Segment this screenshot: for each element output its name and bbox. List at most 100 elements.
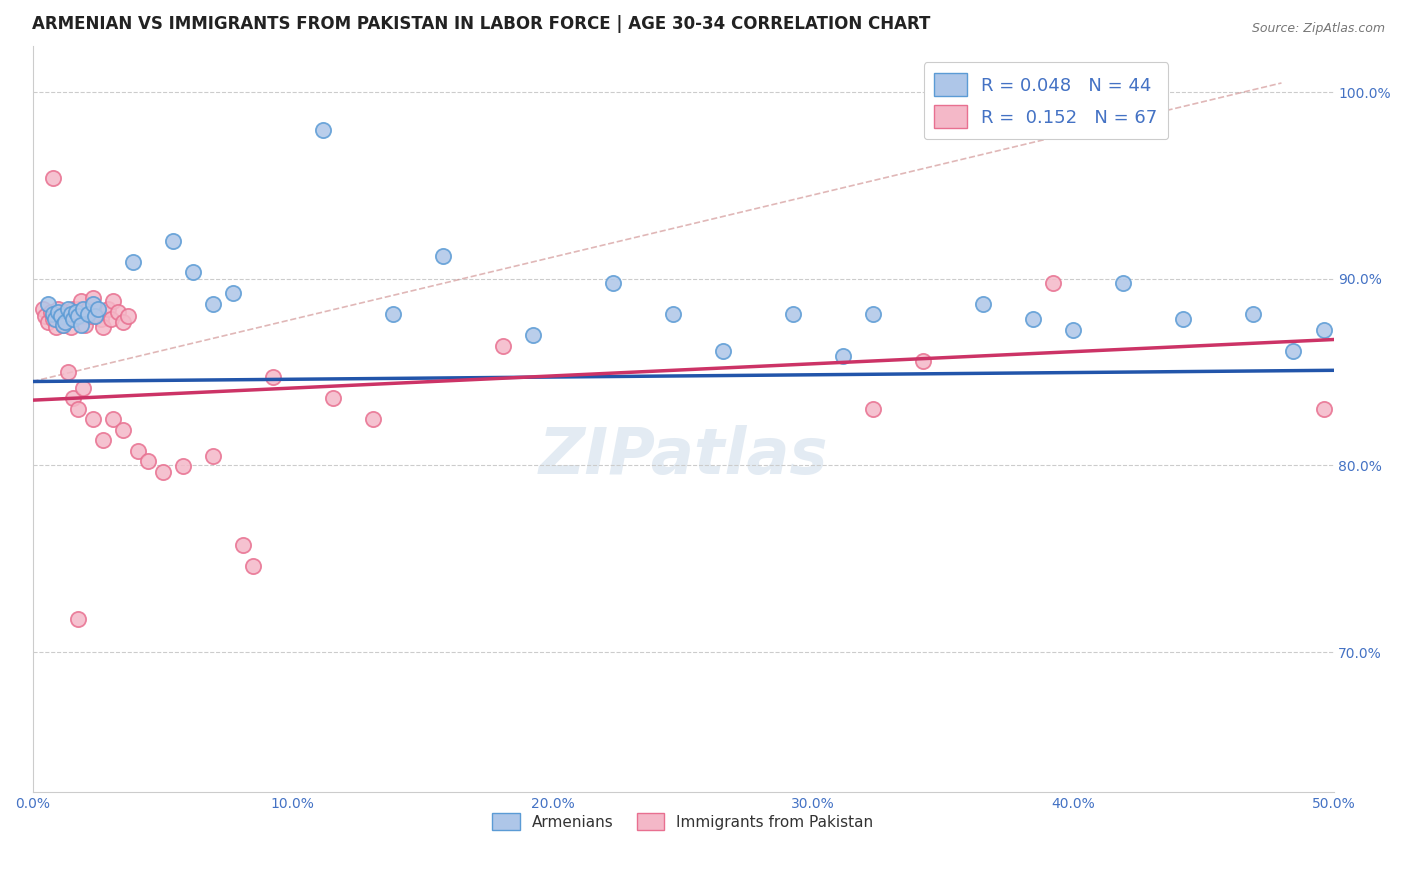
Point xyxy=(361,412,384,426)
Point xyxy=(56,365,79,379)
Point xyxy=(66,301,89,316)
Point xyxy=(90,312,112,326)
Point xyxy=(111,316,134,330)
Point xyxy=(162,234,184,248)
Point xyxy=(832,349,855,363)
Text: ARMENIAN VS IMMIGRANTS FROM PAKISTAN IN LABOR FORCE | AGE 30-34 CORRELATION CHAR: ARMENIAN VS IMMIGRANTS FROM PAKISTAN IN … xyxy=(32,15,931,33)
Point xyxy=(65,305,87,319)
Point xyxy=(262,370,284,384)
Legend: Armenians, Immigrants from Pakistan: Armenians, Immigrants from Pakistan xyxy=(486,806,880,837)
Point xyxy=(91,319,114,334)
Point xyxy=(201,296,224,310)
Point xyxy=(242,559,264,574)
Point xyxy=(1312,323,1334,337)
Point xyxy=(51,318,73,332)
Point xyxy=(62,312,84,326)
Point xyxy=(101,412,124,426)
Point xyxy=(121,254,143,268)
Point xyxy=(41,312,63,326)
Point xyxy=(72,309,94,323)
Point xyxy=(86,305,108,319)
Point xyxy=(76,301,98,316)
Point xyxy=(221,286,243,301)
Point xyxy=(862,307,884,321)
Point xyxy=(862,401,884,416)
Point xyxy=(37,296,59,310)
Point xyxy=(381,307,404,321)
Point xyxy=(107,305,129,319)
Point xyxy=(312,123,335,137)
Point xyxy=(41,307,63,321)
Point xyxy=(782,307,804,321)
Point xyxy=(76,307,98,321)
Point xyxy=(46,301,69,316)
Point xyxy=(492,338,515,352)
Point xyxy=(201,449,224,463)
Point xyxy=(66,401,89,416)
Text: Source: ZipAtlas.com: Source: ZipAtlas.com xyxy=(1251,22,1385,36)
Point xyxy=(72,381,94,395)
Point xyxy=(49,309,72,323)
Point xyxy=(91,433,114,447)
Point xyxy=(39,305,62,319)
Point xyxy=(1173,312,1195,326)
Point xyxy=(37,316,59,330)
Point xyxy=(72,301,94,316)
Point xyxy=(1042,276,1064,290)
Point xyxy=(73,318,96,332)
Point xyxy=(1062,323,1084,337)
Point xyxy=(1243,307,1265,321)
Point xyxy=(31,301,53,316)
Point xyxy=(44,319,66,334)
Point xyxy=(46,305,69,319)
Point xyxy=(51,318,73,332)
Point xyxy=(82,291,104,305)
Point xyxy=(96,301,118,316)
Point xyxy=(62,391,84,405)
Point xyxy=(41,170,63,185)
Point xyxy=(34,309,56,323)
Point xyxy=(65,309,87,323)
Point xyxy=(912,354,935,368)
Point xyxy=(53,305,76,319)
Point xyxy=(522,328,544,343)
Point xyxy=(152,465,174,479)
Point xyxy=(56,301,79,316)
Point xyxy=(100,312,122,326)
Point xyxy=(172,459,194,474)
Point xyxy=(1282,343,1305,358)
Point xyxy=(111,423,134,437)
Point xyxy=(101,294,124,309)
Point xyxy=(69,318,91,332)
Point xyxy=(972,296,994,310)
Point xyxy=(82,296,104,310)
Text: ZIPatlas: ZIPatlas xyxy=(538,425,828,487)
Point xyxy=(66,612,89,626)
Point xyxy=(66,309,89,323)
Point xyxy=(44,312,66,326)
Point xyxy=(662,307,685,321)
Point xyxy=(1312,401,1334,416)
Point xyxy=(56,312,79,326)
Point xyxy=(79,309,101,323)
Point xyxy=(49,309,72,323)
Point xyxy=(432,249,454,263)
Point xyxy=(127,443,149,458)
Point xyxy=(181,265,204,279)
Point xyxy=(86,301,108,316)
Point xyxy=(83,309,105,323)
Point xyxy=(117,309,139,323)
Point xyxy=(136,454,159,468)
Point xyxy=(1022,312,1045,326)
Point xyxy=(59,319,82,334)
Point xyxy=(69,294,91,309)
Point xyxy=(53,316,76,330)
Point xyxy=(232,538,254,552)
Point xyxy=(62,301,84,316)
Point xyxy=(1112,276,1135,290)
Point xyxy=(82,412,104,426)
Point xyxy=(59,307,82,321)
Point xyxy=(711,343,734,358)
Point xyxy=(602,276,624,290)
Point xyxy=(322,391,344,405)
